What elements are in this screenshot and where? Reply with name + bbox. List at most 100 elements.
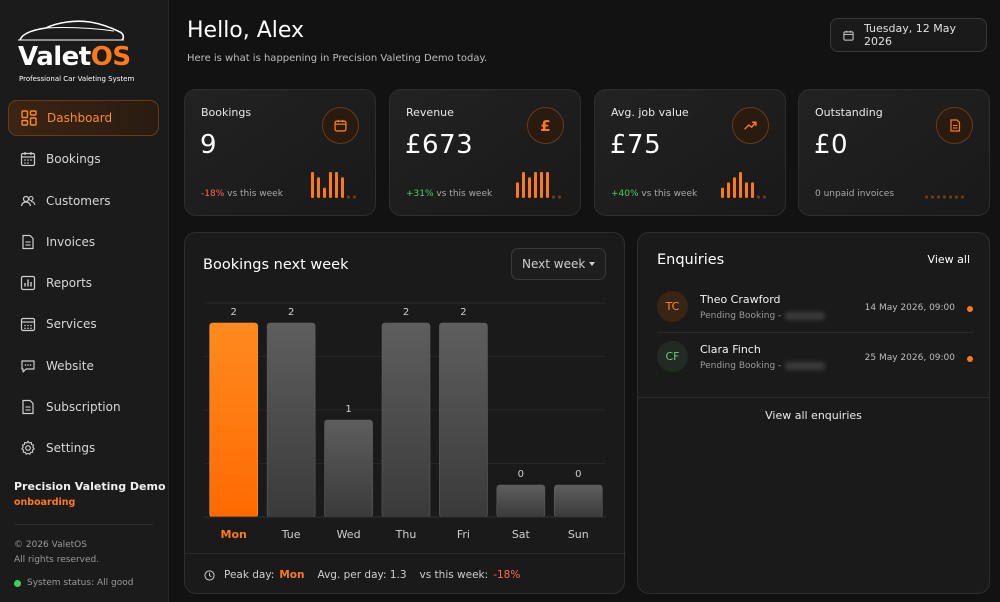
enquiry-name: Theo Crawford — [700, 293, 781, 306]
business-status: onboarding — [14, 497, 76, 508]
stat-title: Bookings — [201, 106, 252, 119]
bar-mon[interactable] — [209, 322, 259, 518]
sparkline — [924, 195, 965, 199]
range-select-value: Next week — [522, 257, 586, 271]
delta-suffix: vs this week — [638, 189, 698, 199]
customers-icon — [19, 192, 37, 210]
enquiries-title: Enquiries — [657, 252, 725, 268]
enquiry-status: Pending Booking - — [700, 361, 826, 371]
stat-card-outstanding[interactable]: Outstanding £0 0 unpaid invoices — [798, 89, 990, 216]
spark-dot — [942, 195, 947, 199]
spark-bar — [546, 172, 549, 198]
peak-label: Peak day: — [224, 569, 275, 581]
category-label: Sun — [568, 528, 589, 541]
stat-value: 9 — [200, 130, 218, 160]
spark-dot — [557, 195, 562, 199]
bar-value-label: 1 — [345, 404, 351, 415]
category-label: Thu — [395, 528, 417, 541]
sidebar: ValetOS Professional Car Valeting System… — [0, 0, 169, 602]
chart-title: Bookings next week — [203, 257, 349, 273]
sidebar-item-settings[interactable]: Settings — [8, 430, 159, 466]
document-icon — [19, 398, 37, 416]
trend-up-icon — [732, 107, 769, 144]
sidebar-item-customers[interactable]: Customers — [8, 183, 159, 219]
sidebar-item-services[interactable]: Services — [8, 306, 159, 342]
services-calendar-icon — [19, 315, 37, 333]
brand-tagline: Professional Car Valeting System — [19, 75, 135, 83]
spark-bar — [739, 172, 742, 198]
delta-suffix: vs this week — [433, 189, 493, 199]
stat-value: £75 — [610, 130, 662, 160]
spark-dot — [924, 195, 929, 199]
bar-value-label: 2 — [460, 307, 466, 318]
spark-bar — [540, 172, 543, 198]
sidebar-nav: Dashboard Bookings Customers Invoices Re… — [8, 100, 159, 472]
view-all-enquiries-link[interactable]: View all enquiries — [765, 409, 862, 422]
sidebar-item-label: Website — [46, 358, 94, 373]
bar-value-label: 2 — [403, 307, 409, 318]
calendar-icon — [322, 107, 359, 144]
sidebar-item-label: Bookings — [46, 152, 101, 167]
enquiry-status: Pending Booking - — [700, 311, 826, 321]
vs-value: -18% — [493, 569, 521, 581]
valetos-logo[interactable]: ValetOS Professional Car Valeting System — [16, 18, 136, 86]
spark-bar — [522, 172, 525, 198]
stat-card-revenue[interactable]: Revenue £673 £ +31% vs this week — [389, 89, 581, 216]
enquiry-date: 25 May 2026, 09:00 — [864, 353, 955, 363]
stat-delta: +31% vs this week — [406, 189, 492, 199]
sidebar-item-label: Subscription — [46, 400, 121, 415]
bar-wed[interactable] — [324, 419, 373, 518]
stat-card-bookings[interactable]: Bookings 9 -18% vs this week — [184, 89, 376, 216]
stat-value: £673 — [405, 130, 474, 160]
blurred-registration — [785, 312, 826, 320]
brand-name: ValetOS — [18, 42, 131, 72]
sidebar-item-website[interactable]: Website — [8, 348, 159, 384]
peak-value: Mon — [279, 569, 305, 581]
vs-label: vs this week: — [419, 569, 489, 581]
sidebar-item-subscription[interactable]: Subscription — [8, 389, 159, 425]
avg-label: Avg. per day: 1.3 — [317, 569, 407, 581]
enquiry-item[interactable]: CF Clara Finch Pending Booking - 25 May … — [657, 339, 973, 383]
stat-value: £0 — [814, 130, 849, 160]
sidebar-item-reports[interactable]: Reports — [8, 265, 159, 301]
spark-dot — [756, 195, 761, 199]
sidebar-item-label: Customers — [46, 193, 111, 208]
enquiry-status-text: Pending Booking - — [700, 361, 782, 371]
bar-value-label: 0 — [518, 469, 524, 480]
sidebar-item-dashboard[interactable]: Dashboard — [8, 100, 159, 136]
bar-sat[interactable] — [496, 484, 546, 518]
chevron-down-icon — [589, 262, 595, 266]
spark-dot — [936, 195, 941, 199]
business-switcher[interactable]: Precision Valeting Demo onboarding — [14, 480, 166, 508]
stat-card-avg-job-value[interactable]: Avg. job value £75 +40% vs this week — [594, 89, 786, 216]
spark-bar — [311, 172, 314, 198]
sparkline — [516, 172, 562, 199]
enquiry-item[interactable]: TC Theo Crawford Pending Booking - 14 Ma… — [657, 289, 973, 333]
pound-icon: £ — [527, 107, 564, 144]
avatar: TC — [657, 291, 688, 322]
spark-bar — [528, 177, 531, 198]
bar-sun[interactable] — [553, 484, 603, 518]
sidebar-item-bookings[interactable]: Bookings — [8, 141, 159, 177]
bar-value-label: 0 — [575, 469, 581, 480]
view-all-link[interactable]: View all — [927, 253, 970, 266]
bar-thu[interactable] — [381, 322, 431, 518]
document-icon — [19, 233, 37, 251]
delta-value: +40% — [611, 189, 639, 199]
sidebar-item-invoices[interactable]: Invoices — [8, 224, 159, 260]
bookings-bar-chart: 2 Mon 2 Tue 1 Wed 2 Thu 2 Fri 0 Sat 0 Sun — [204, 302, 606, 541]
bar-fri[interactable] — [439, 322, 488, 518]
spark-dot — [346, 195, 351, 199]
range-select[interactable]: Next week — [511, 248, 606, 280]
dashboard-grid-icon — [20, 109, 38, 127]
date-button[interactable]: Tuesday, 12 May 2026 — [830, 18, 987, 52]
gear-icon — [19, 439, 37, 457]
stat-delta: +40% vs this week — [611, 189, 697, 199]
bar-tue[interactable] — [266, 322, 316, 518]
spark-bar — [329, 172, 332, 198]
bookings-chart-panel: 2 Mon 2 Tue 1 Wed 2 Thu 2 Fri 0 Sat 0 Sun Bookings ne… — [184, 232, 626, 594]
enquiries-divider — [638, 397, 989, 398]
sparkline — [311, 172, 357, 199]
enquiries-panel: Enquiries View all TC Theo Crawford Pend… — [637, 232, 990, 594]
business-name: Precision Valeting Demo — [14, 480, 166, 493]
